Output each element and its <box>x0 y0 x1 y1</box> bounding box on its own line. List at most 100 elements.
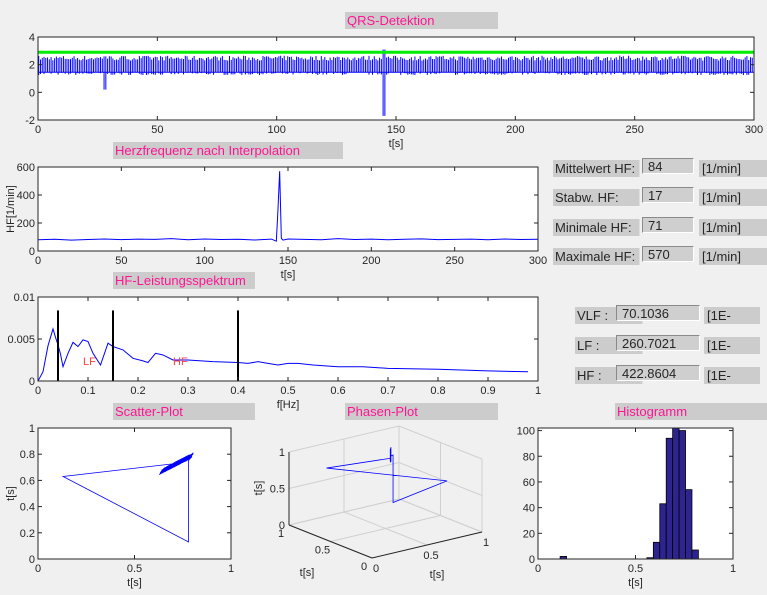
y-tick-label: 100 <box>517 426 535 438</box>
y-tick-label: 0.005 <box>7 334 35 346</box>
y-tick-label: 0.8 <box>20 449 35 461</box>
band-power-value-field[interactable]: 422.8604 <box>616 365 700 381</box>
x-tick-label: 0 <box>535 563 541 575</box>
hr-stat-unit: [1/min] <box>699 189 767 206</box>
y-axis-label: t[s] <box>5 486 17 501</box>
y-axis-label: HF[1/min] <box>5 185 17 233</box>
x-tick-label: 150 <box>387 124 405 136</box>
x-tick-label: 1 <box>228 563 234 575</box>
y-tick-label: 0 <box>29 87 35 99</box>
hr-stat-value-field[interactable]: 71 <box>642 217 694 233</box>
x-axis-label: t[s] <box>430 569 445 581</box>
phase-title: Phasen-Plot <box>345 403 498 420</box>
band-power-unit: [1E- <box>704 307 760 324</box>
y-tick-label: 0 <box>29 246 35 258</box>
y-tick-label: 600 <box>17 162 35 174</box>
band-power-unit: [1E- <box>704 337 760 354</box>
spectrum-title: HF-Leistungsspektrum <box>113 272 255 289</box>
x-tick-label: 50 <box>115 255 127 267</box>
x-tick-label: 0 <box>35 563 41 575</box>
qrs-plot-area <box>38 37 754 120</box>
x-tick-label: 1 <box>483 537 489 549</box>
y-tick-label: 200 <box>17 218 35 230</box>
x-tick-label: 0.5 <box>280 385 295 397</box>
spectrum-data: LF HF <box>38 310 529 381</box>
band-annotation: HF <box>173 356 188 368</box>
scatter-axes: 0 0.5 1 0 0.2 0.4 0.6 0.8 1 t[s] t[s] <box>5 423 234 589</box>
x-tick-label: 100 <box>267 124 285 136</box>
x-axis-label: f[Hz] <box>277 399 300 411</box>
scatter-plot-area <box>38 428 231 559</box>
x-tick-label: 0 <box>35 255 41 267</box>
grid-line <box>288 425 400 453</box>
y-tick-label: 0.01 <box>14 292 35 304</box>
y-tick-label: 80 <box>523 451 535 463</box>
x-tick-label: 0.3 <box>180 385 195 397</box>
histogram-bar <box>678 430 686 559</box>
hr-frame <box>37 166 539 252</box>
hr-stat-label: Maximale HF: <box>553 248 668 265</box>
grid-line <box>330 515 441 542</box>
x-tick-label: 0.5 <box>423 550 438 562</box>
y-tick-label: 0.6 <box>20 475 35 487</box>
band-power-value-field[interactable]: 260.7021 <box>616 335 700 351</box>
z-tick-label: 0.5 <box>270 484 285 496</box>
hr-stat-label: Stabw. HF: <box>553 189 668 206</box>
x-tick-label: 250 <box>445 255 463 267</box>
y-tick-label: 0 <box>529 554 535 566</box>
x-tick-label: 200 <box>362 255 380 267</box>
hr-title: Herzfrequenz nach Interpolation <box>113 142 343 159</box>
band-power-unit: [1E- <box>704 367 760 384</box>
z-tick-label: 1 <box>279 447 285 459</box>
scatter-data <box>61 452 194 543</box>
x-tick-label: 1 <box>535 385 541 397</box>
spectrum-line <box>38 327 529 381</box>
hr-stat-value-field[interactable]: 17 <box>642 187 694 203</box>
y-tick-label: 0.2 <box>20 528 35 540</box>
y-tick-label: 400 <box>17 190 35 202</box>
scatter-title: Scatter-Plot <box>113 403 255 420</box>
y-tick-label: 1 <box>29 423 35 435</box>
y-tick-label: 0 <box>361 561 367 573</box>
y-tick-label: 40 <box>523 503 535 515</box>
z-axis-label: t[s] <box>253 481 265 496</box>
y-axis-line <box>288 524 373 559</box>
hr-line <box>38 171 538 242</box>
phase-line <box>326 447 448 504</box>
x-tick-label: 0.1 <box>80 385 95 397</box>
y-tick-label: 1 <box>278 528 284 540</box>
x-tick-label: 0.9 <box>480 385 495 397</box>
y-tick-label: 20 <box>523 528 535 540</box>
hr-stat-value-field[interactable]: 84 <box>642 158 694 174</box>
hr-plot-area <box>38 167 538 251</box>
x-tick-label: 300 <box>745 124 763 136</box>
hr-stat-unit: [1/min] <box>699 160 767 177</box>
grid-line <box>288 498 400 526</box>
qrs-frame <box>37 36 755 121</box>
x-axis-label: t[s] <box>281 269 296 281</box>
x-tick-label: 0.6 <box>330 385 345 397</box>
y-tick-label: 4 <box>29 32 35 44</box>
y-tick-label: 60 <box>523 477 535 489</box>
x-axis-label: t[s] <box>389 138 404 150</box>
band-power-value-field[interactable]: 70.1036 <box>616 305 700 321</box>
histogram-bar <box>672 428 680 559</box>
y-tick-label: 0 <box>29 554 35 566</box>
histogram-bar <box>659 503 667 559</box>
z-tick-label: 0 <box>279 520 285 532</box>
x-tick-label: 0 <box>35 124 41 136</box>
x-tick-label: 0.7 <box>380 385 395 397</box>
spectrum-axes: LF HF 0 0.1 0.2 0.3 0.4 0.5 0.6 0.7 0.8 0.9 1 0 0.005 0… <box>7 292 541 411</box>
x-tick-label: 150 <box>279 255 297 267</box>
spectrum-frame <box>37 296 539 382</box>
x-tick-label: 0.5 <box>628 563 643 575</box>
x-tick-label: 300 <box>529 255 547 267</box>
y-tick-label: 2 <box>29 60 35 72</box>
hr-stat-unit: [1/min] <box>699 248 767 265</box>
x-tick-label: 0 <box>373 563 379 575</box>
grid-line <box>288 462 400 489</box>
grid-line <box>398 425 483 460</box>
x-tick-label: 50 <box>151 124 163 136</box>
hr-stat-value-field[interactable]: 570 <box>642 246 694 262</box>
